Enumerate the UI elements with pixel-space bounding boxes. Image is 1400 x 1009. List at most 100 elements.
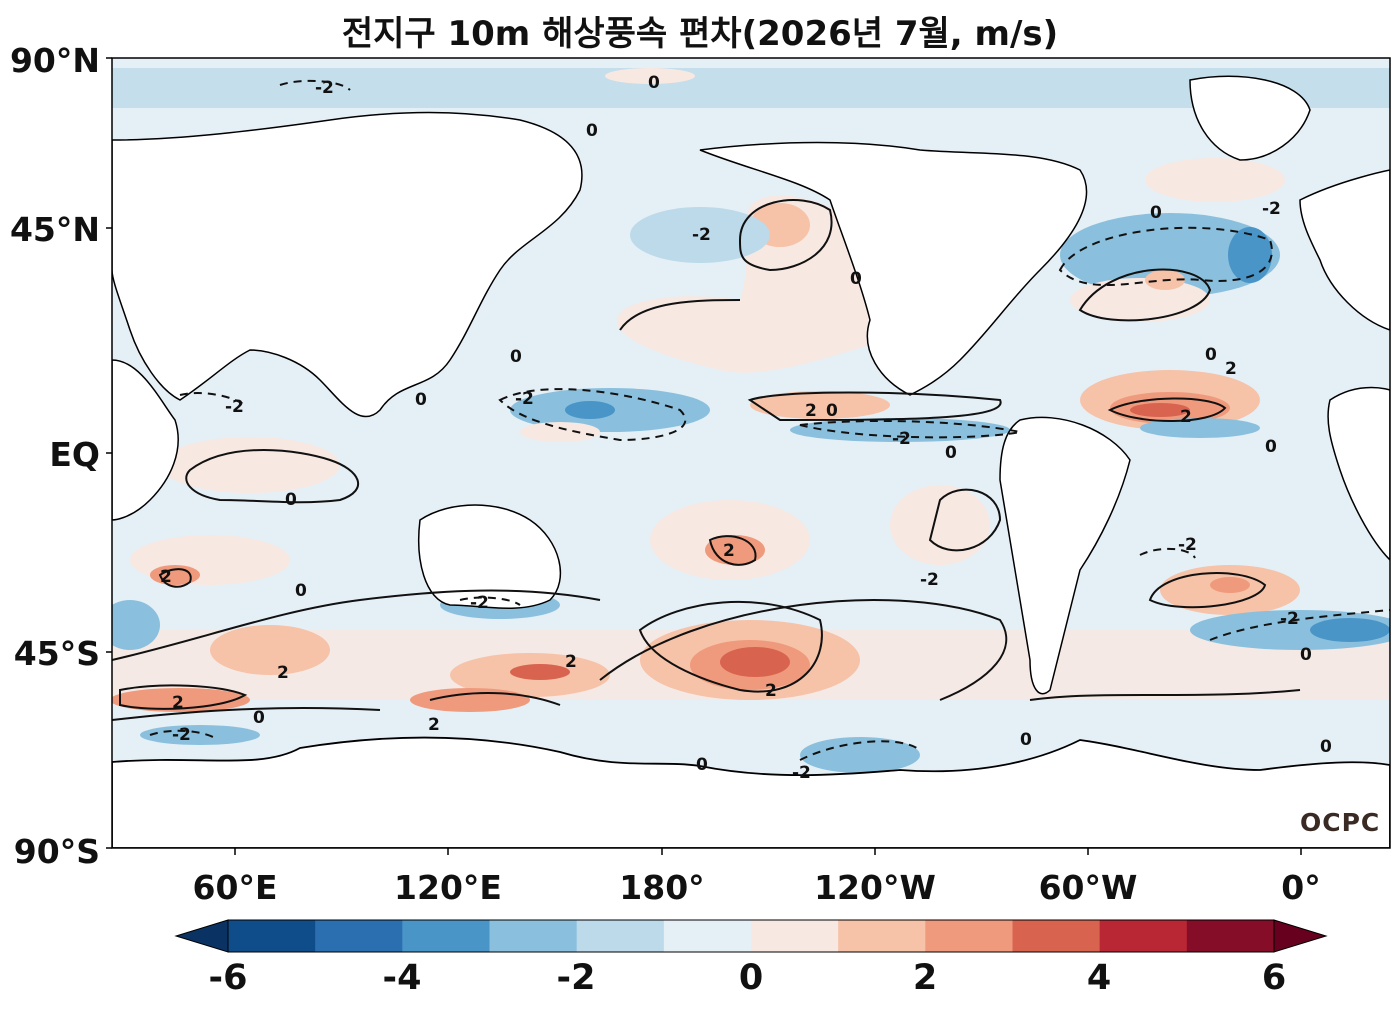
contour-zero-south-atlantic — [1148, 572, 1267, 609]
north-atlantic-negative-core — [1228, 227, 1272, 283]
contour-zero-north-atlantic — [1078, 268, 1212, 322]
contour-label: 2 — [1225, 359, 1237, 379]
contour-label: 0 — [1320, 737, 1332, 757]
colorbar-extend-low — [174, 919, 229, 953]
contour-label: -2 — [692, 225, 711, 245]
antarctic-negative-a — [140, 725, 260, 745]
x-label-120w: 120°W — [814, 868, 936, 907]
arctic-band — [112, 68, 1390, 108]
contour-zero-southern-a — [112, 707, 381, 721]
contour-two-south-pacific-small — [708, 535, 757, 566]
contour-two-south-pacific — [638, 600, 823, 693]
colorbar-segment — [315, 920, 403, 952]
colorbar-tick-label: 0 — [738, 958, 764, 998]
contour-neg2-arctic — [279, 79, 351, 91]
contour-label: 0 — [285, 490, 297, 510]
contour-label: -2 — [172, 725, 191, 745]
contour-label: -2 — [315, 78, 334, 98]
y-label-90s: 90°S — [13, 832, 100, 871]
x-label-60e: 60°E — [192, 868, 278, 907]
east-pacific-positive — [750, 391, 890, 419]
contour-label: 0 — [1150, 203, 1162, 223]
colorbar-tick-label: -6 — [208, 958, 248, 998]
colorbar-segment — [751, 920, 839, 952]
contour-label: 2 — [805, 401, 817, 421]
contour-label: 0 — [945, 443, 957, 463]
southern-positive-d — [410, 688, 530, 712]
contour-label: -2 — [920, 570, 939, 590]
contour-labels: 0 0 0 0 0 0 0 0 0 0 0 0 0 0 0 0 0 -2 -2 … — [160, 73, 1332, 783]
southern-positive-a — [112, 688, 250, 712]
arctic-positive-patch — [605, 68, 695, 84]
west-indian-negative — [112, 600, 160, 650]
contour-label: 0 — [1265, 437, 1277, 457]
indian-ocean-positive — [160, 437, 340, 493]
contour-zero-indian — [185, 449, 360, 504]
contour-label: 0 — [295, 581, 307, 601]
contour-label: 0 — [826, 401, 838, 421]
north-pacific-positive — [616, 195, 892, 373]
contour-neg2-indian-north — [179, 392, 246, 406]
contour-label: 0 — [648, 73, 660, 93]
x-label-120e: 120°E — [394, 868, 502, 907]
north-atlantic-positive — [1070, 278, 1210, 322]
contour-zero-north-pacific-edge — [619, 299, 741, 331]
contour-neg2-antarctic — [799, 740, 921, 761]
contour-label: 0 — [1300, 645, 1312, 665]
colorbar-tick-label: 2 — [912, 958, 938, 998]
africa-west-edge — [1327, 386, 1390, 562]
colorbar-segment — [228, 920, 316, 952]
colorbar-tick-label: -4 — [382, 958, 422, 998]
contour-label: -2 — [470, 593, 489, 613]
southeast-pacific-positive — [890, 485, 990, 565]
greenland — [1189, 75, 1311, 161]
africa-east-edge — [112, 359, 179, 521]
north-america — [699, 141, 1088, 396]
contour-label: -2 — [225, 397, 244, 417]
eurasia — [112, 111, 583, 418]
map-title: 전지구 10m 해상풍속 편차(2026년 7월, m/s) — [341, 14, 1059, 54]
contour-neg2-south-atlantic — [1209, 609, 1390, 641]
contour-neg2-east-pacific — [799, 419, 1021, 439]
colorbar-tick-label: 6 — [1261, 958, 1287, 998]
contour-label: 2 — [565, 652, 577, 672]
contour-neg2-south-atlantic-small — [1139, 547, 1196, 559]
contour-label: 2 — [765, 681, 777, 701]
south-indian-positive-core — [150, 565, 200, 585]
contour-neg2-south-australia — [459, 596, 521, 606]
contour-label: -2 — [1178, 535, 1197, 555]
west-pacific-positive — [520, 422, 600, 442]
north-pacific-negative — [630, 207, 770, 263]
axis-ticks — [106, 57, 1302, 855]
north-atlantic-negative — [1060, 213, 1280, 297]
southern-positive-e-core — [720, 647, 790, 677]
colorbar-segment — [1186, 920, 1275, 952]
contour-neg2-north-atlantic — [1058, 226, 1273, 287]
colorbar — [174, 919, 1328, 953]
colorbar-tick-label: -2 — [556, 958, 596, 998]
contour-label: 0 — [253, 708, 265, 728]
contour-neg2-antarctic-indian — [149, 729, 216, 739]
contour-two-tropical-atlantic — [1107, 397, 1227, 422]
contour-label: 2 — [723, 541, 735, 561]
contour-two-southern-a — [119, 684, 248, 710]
colorbar-frame — [227, 919, 1275, 953]
contour-zero-north-pacific — [738, 199, 833, 272]
x-label-0: 0° — [1281, 868, 1321, 907]
contour-zero-south-pacific — [599, 599, 1008, 701]
colorbar-segment — [402, 920, 490, 952]
colorbar-segment — [838, 920, 926, 952]
contour-label: -2 — [515, 389, 534, 409]
tropical-atlantic-positive-core — [1130, 403, 1190, 417]
colorbar-segment — [1099, 920, 1188, 952]
labrador-positive — [1145, 158, 1285, 202]
contour-label: 0 — [696, 755, 708, 775]
contour-label: -2 — [1280, 609, 1299, 629]
colorbar-segment — [1012, 920, 1101, 952]
colorbar-segment — [576, 920, 665, 952]
contour-label: 2 — [160, 567, 172, 587]
contour-label: 0 — [1205, 345, 1217, 365]
colorbar-segments — [228, 920, 1275, 952]
contour-lines-negative — [149, 79, 1390, 761]
